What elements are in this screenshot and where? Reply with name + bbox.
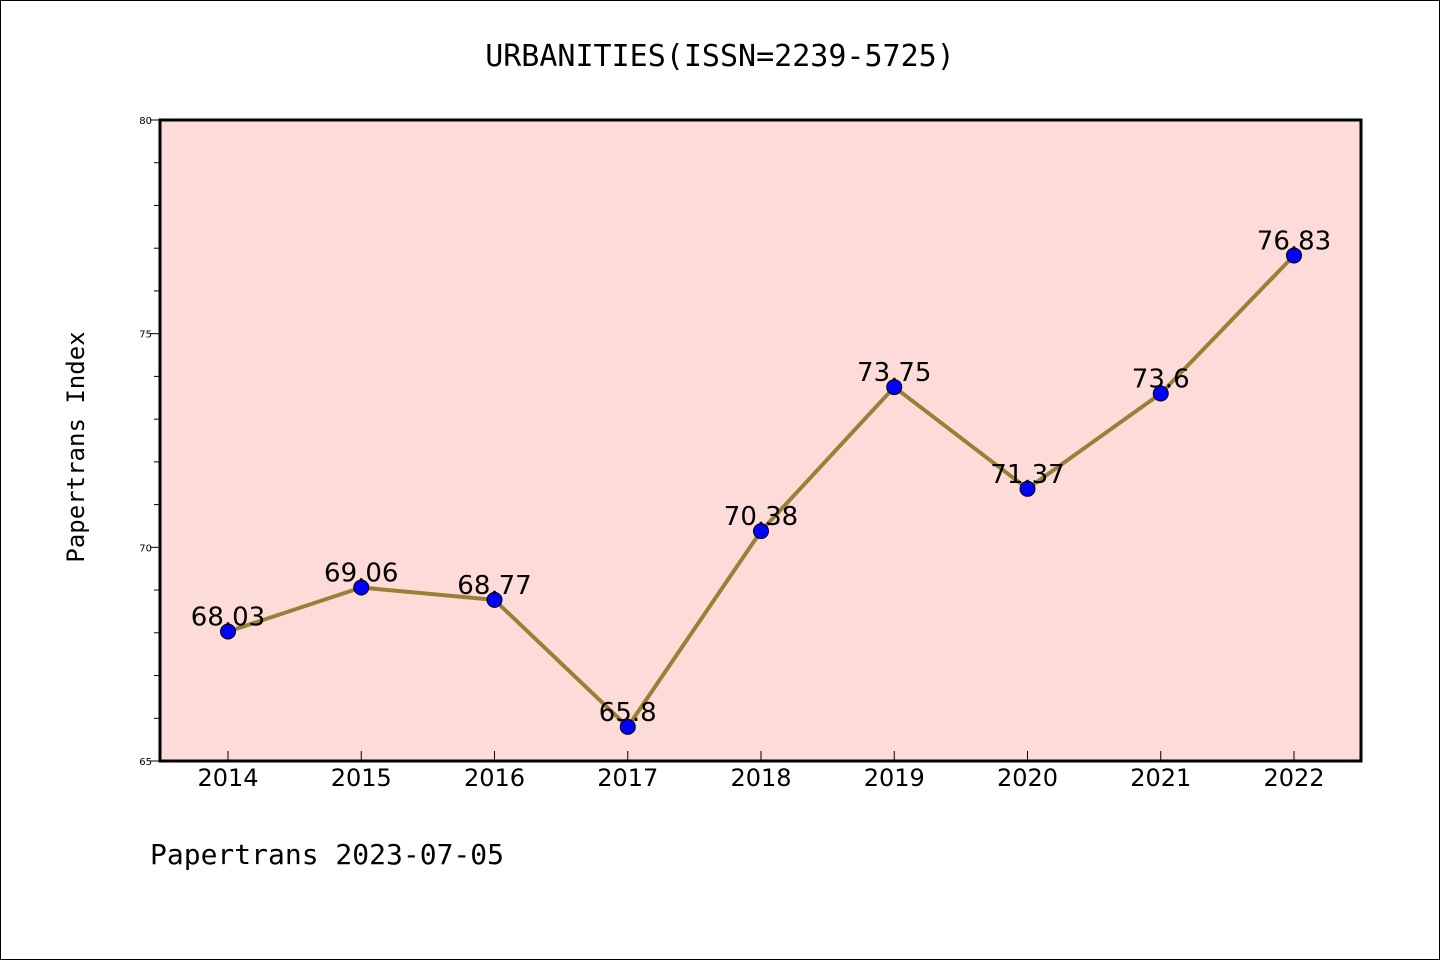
series-layer	[220, 247, 1302, 735]
data-point	[886, 379, 903, 396]
data-label: 68.03	[191, 603, 265, 633]
data-label: 70.38	[724, 502, 798, 532]
data-point	[1019, 480, 1036, 497]
x-tick-label: 2019	[864, 764, 925, 792]
data-label: 71.37	[990, 460, 1064, 490]
data-point	[353, 579, 370, 596]
x-tick-label: 2014	[197, 764, 258, 792]
y-tick-label: 75	[139, 330, 152, 341]
data-label: 73.75	[857, 358, 931, 388]
x-tick-label: 2018	[730, 764, 791, 792]
data-point	[486, 591, 503, 608]
y-axis: 65 70 75 80	[139, 116, 160, 768]
x-tick-label: 2015	[331, 764, 392, 792]
data-label: 76.83	[1257, 226, 1331, 256]
y-axis-title: Papertrans Index	[62, 331, 90, 562]
data-label: 65.8	[599, 698, 657, 728]
data-point	[753, 523, 769, 540]
x-tick-label: 2017	[597, 764, 658, 792]
chart-title: URBANITIES(ISSN=2239-5725)	[485, 39, 955, 74]
data-point	[1152, 385, 1169, 402]
y-tick-label: 70	[139, 543, 152, 554]
data-label: 68.77	[457, 571, 531, 601]
plot-area	[158, 118, 1363, 763]
x-tick-label: 2021	[1130, 764, 1191, 792]
data-point	[619, 718, 636, 735]
data-labels: 68.03 69.06 68.77 65.8 70.38 73.75 71.37 73.6 76…	[191, 226, 1331, 727]
x-axis: 2014 2015 2016 2017 2018 2019 2020 2021 2022	[197, 751, 1325, 792]
y-tick-label: 65	[139, 757, 152, 768]
y-tick-label: 80	[139, 116, 152, 127]
data-label: 69.06	[324, 559, 398, 589]
x-tick-label: 2016	[464, 764, 525, 792]
x-tick-label: 2022	[1263, 764, 1324, 792]
data-point	[220, 623, 236, 640]
footer-credit: Papertrans 2023-07-05	[150, 838, 504, 871]
data-point	[1286, 247, 1302, 264]
x-tick-label: 2020	[997, 764, 1058, 792]
data-label: 73.6	[1132, 364, 1190, 394]
